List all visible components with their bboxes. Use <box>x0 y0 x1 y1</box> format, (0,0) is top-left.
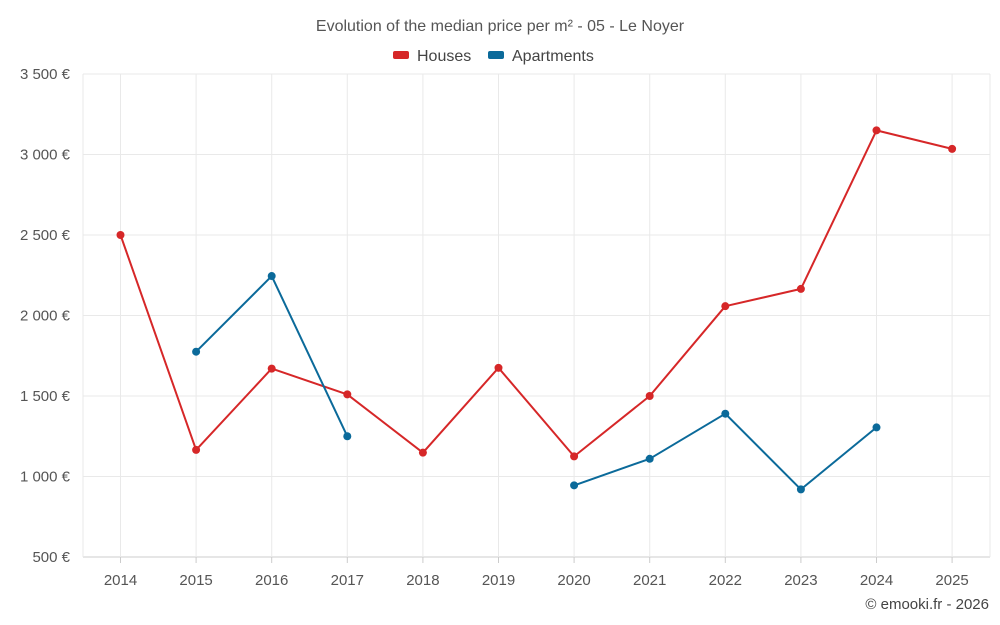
y-tick-label: 1 500 € <box>20 388 71 405</box>
data-point[interactable] <box>343 432 352 441</box>
data-point[interactable] <box>494 363 503 372</box>
data-point[interactable] <box>418 448 427 457</box>
credit-text: © emooki.fr - 2026 <box>865 596 989 613</box>
x-tick-label: 2024 <box>860 572 893 589</box>
legend-label[interactable]: Houses <box>417 48 471 65</box>
y-tick-label: 3 500 € <box>20 66 71 83</box>
legend-swatch <box>393 51 409 59</box>
data-point[interactable] <box>796 485 805 494</box>
y-tick-label: 2 500 € <box>20 227 71 244</box>
legend[interactable]: Houses Apartments <box>393 48 594 65</box>
x-tick-label: 2016 <box>255 572 288 589</box>
data-point[interactable] <box>948 144 957 153</box>
legend-label[interactable]: Apartments <box>512 48 594 65</box>
data-point[interactable] <box>872 423 881 432</box>
x-tick-label: 2015 <box>179 572 212 589</box>
x-tick-label: 2014 <box>104 572 137 589</box>
data-point[interactable] <box>645 454 654 463</box>
x-tick-label: 2021 <box>633 572 666 589</box>
data-point[interactable] <box>192 347 201 356</box>
series-apartments[interactable] <box>192 272 881 494</box>
y-tick-label: 500 € <box>32 549 70 566</box>
data-point[interactable] <box>116 231 125 239</box>
data-point[interactable] <box>721 409 730 418</box>
x-tick-label: 2019 <box>482 572 515 589</box>
x-tick-label: 2020 <box>557 572 590 589</box>
series-houses[interactable] <box>116 126 957 461</box>
data-point[interactable] <box>267 272 276 281</box>
grid <box>82 73 991 558</box>
data-point[interactable] <box>721 302 730 311</box>
data-point[interactable] <box>570 481 579 490</box>
series-line <box>119 129 953 458</box>
y-tick-label: 1 000 € <box>20 469 71 486</box>
legend-swatch <box>488 51 504 59</box>
data-point[interactable] <box>267 364 276 373</box>
x-tick-label: 2017 <box>331 572 364 589</box>
data-point[interactable] <box>570 452 579 461</box>
y-tick-label: 3 000 € <box>20 147 71 164</box>
x-tick-label: 2018 <box>406 572 439 589</box>
x-tick-label: 2022 <box>709 572 742 589</box>
data-point[interactable] <box>645 392 654 400</box>
series-line <box>195 275 878 491</box>
data-point[interactable] <box>192 445 201 454</box>
data-point[interactable] <box>872 126 881 135</box>
data-point[interactable] <box>796 284 805 293</box>
data-point[interactable] <box>343 390 352 399</box>
x-axis: 2014 2015 2016 2017 2018 2019 2020 2021 2022 2023… <box>104 557 969 589</box>
x-tick-label: 2025 <box>935 572 968 589</box>
x-tick-label: 2023 <box>784 572 817 589</box>
y-tick-label: 2 000 € <box>20 308 71 325</box>
chart-title: Evolution of the median price per m² - 0… <box>316 18 685 35</box>
y-axis: 500 € 1 000 € 1 500 € 2 000 € 2 500 € 3 000 €… <box>20 66 71 566</box>
series-group <box>116 126 957 494</box>
